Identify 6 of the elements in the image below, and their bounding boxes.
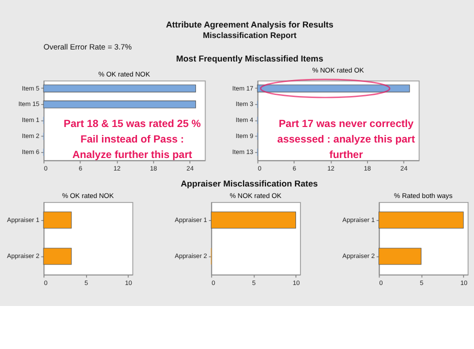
annotation: Part 17 was never correctly assessed : analyze this part further — [277, 119, 416, 161]
text: Attribute Agreement Analysis for Results — [166, 20, 334, 30]
text: Most Frequently Misclassified Items — [176, 54, 324, 64]
text: Misclassification Report — [202, 31, 297, 40]
annotation: Part 18 & 15 was rated 25 % Fail instead of Pass : Analyze further this part — [64, 119, 201, 161]
text: Appraiser Misclassification Rates — [180, 178, 318, 189]
